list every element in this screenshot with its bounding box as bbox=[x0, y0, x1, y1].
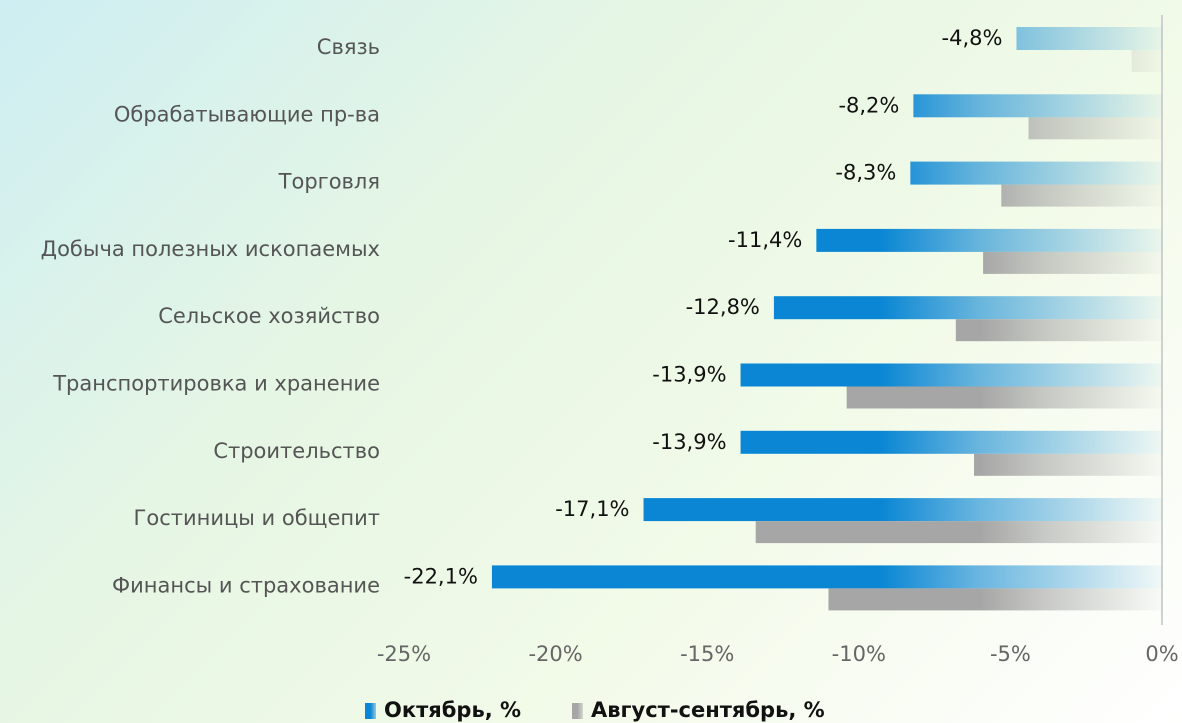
value-label: -11,4% bbox=[728, 228, 802, 252]
category-label: Связь bbox=[317, 35, 380, 59]
x-tick-label: 0% bbox=[1145, 642, 1178, 666]
bar bbox=[773, 296, 1162, 320]
value-label: -4,8% bbox=[942, 26, 1003, 50]
category-label: Транспортировка и хранение bbox=[52, 372, 380, 396]
category-label: Торговля bbox=[278, 170, 380, 194]
bar bbox=[1131, 50, 1162, 72]
bar bbox=[1001, 184, 1162, 207]
bar bbox=[955, 319, 1162, 342]
value-label: -17,1% bbox=[555, 497, 629, 521]
value-label: -22,1% bbox=[404, 564, 478, 588]
value-label: -12,8% bbox=[686, 295, 760, 319]
x-tick-label: -10% bbox=[832, 642, 886, 666]
bar bbox=[828, 588, 1162, 611]
category-label: Обрабатывающие пр-ва bbox=[114, 102, 380, 126]
category-label: Финансы и страхование bbox=[112, 573, 380, 597]
x-tick-label: -20% bbox=[528, 642, 582, 666]
bar bbox=[643, 498, 1162, 522]
bar bbox=[491, 565, 1163, 589]
category-label: Гостиницы и общепит bbox=[134, 506, 380, 530]
value-label: -13,9% bbox=[652, 430, 726, 454]
bar bbox=[1016, 27, 1162, 50]
category-label: Строительство bbox=[213, 439, 380, 463]
bar bbox=[1028, 117, 1162, 140]
bar bbox=[740, 363, 1162, 387]
x-tick-label: -15% bbox=[680, 642, 734, 666]
bar bbox=[740, 430, 1162, 454]
legend-label: Октябрь, % bbox=[384, 698, 521, 722]
value-label: -8,2% bbox=[838, 93, 899, 117]
x-tick-label: -5% bbox=[990, 642, 1031, 666]
legend-label: Август-сентябрь, % bbox=[591, 698, 825, 722]
legend-marker bbox=[572, 703, 583, 719]
bar bbox=[913, 94, 1162, 118]
bar bbox=[846, 386, 1162, 409]
category-label: Сельское хозяйство bbox=[158, 304, 380, 328]
bar bbox=[816, 228, 1162, 252]
x-tick-label: -25% bbox=[377, 642, 431, 666]
value-label: -8,3% bbox=[835, 161, 896, 185]
bar bbox=[755, 521, 1162, 544]
bar bbox=[983, 251, 1162, 274]
legend-marker bbox=[365, 703, 376, 719]
category-label: Добыча полезных ископаемых bbox=[41, 237, 380, 261]
bar bbox=[974, 453, 1162, 476]
bar bbox=[910, 161, 1162, 185]
value-label: -13,9% bbox=[652, 363, 726, 387]
